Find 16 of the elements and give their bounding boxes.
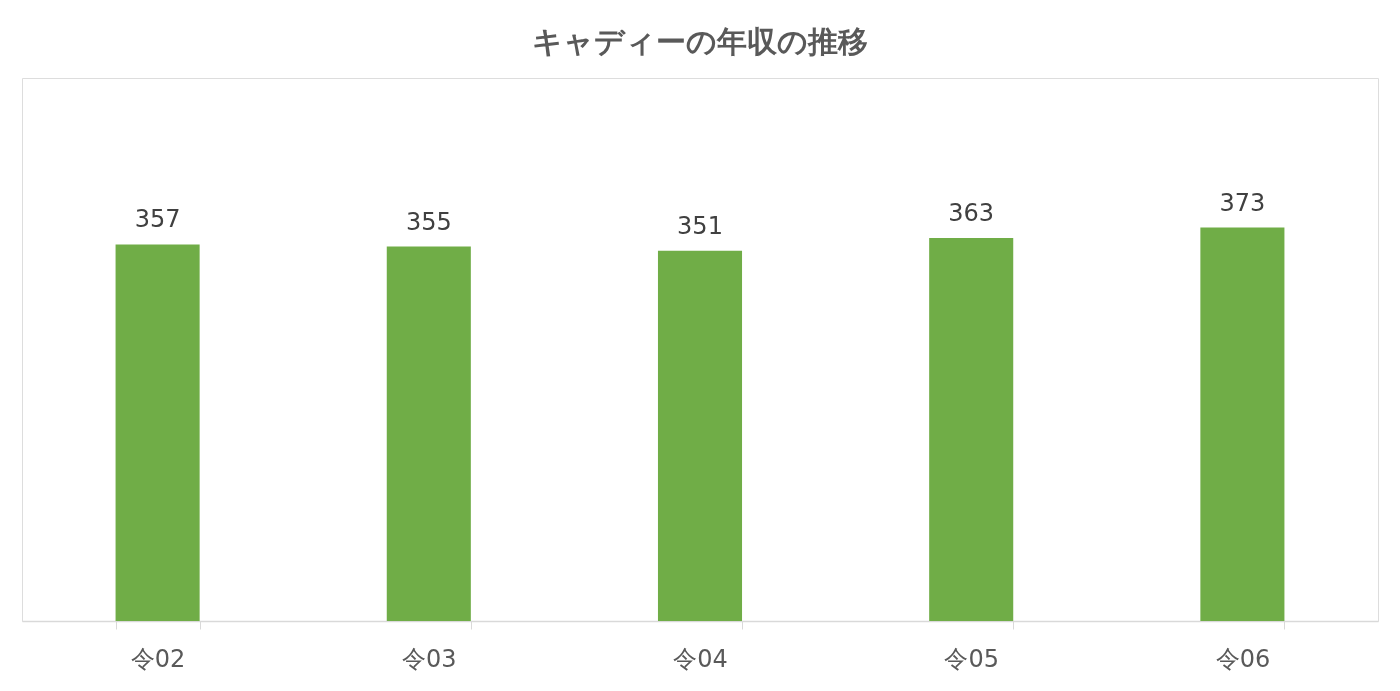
x-tick-label: 令02 [130, 644, 186, 673]
data-label: 357 [134, 205, 181, 234]
bar [657, 250, 743, 621]
data-label: 363 [948, 199, 995, 228]
bar [115, 244, 200, 621]
bar [1200, 227, 1285, 621]
data-label: 351 [677, 211, 723, 240]
bar [386, 246, 471, 621]
x-tick-label: 令05 [944, 644, 999, 673]
bar [929, 238, 1014, 621]
chart-title: キャディーの年収の推移 [532, 24, 868, 59]
x-tick-label: 令04 [673, 644, 728, 673]
x-tick-label: 令03 [402, 644, 457, 673]
data-label: 373 [1219, 188, 1266, 217]
data-label: 355 [405, 207, 452, 236]
x-tick-label: 令06 [1215, 644, 1271, 673]
